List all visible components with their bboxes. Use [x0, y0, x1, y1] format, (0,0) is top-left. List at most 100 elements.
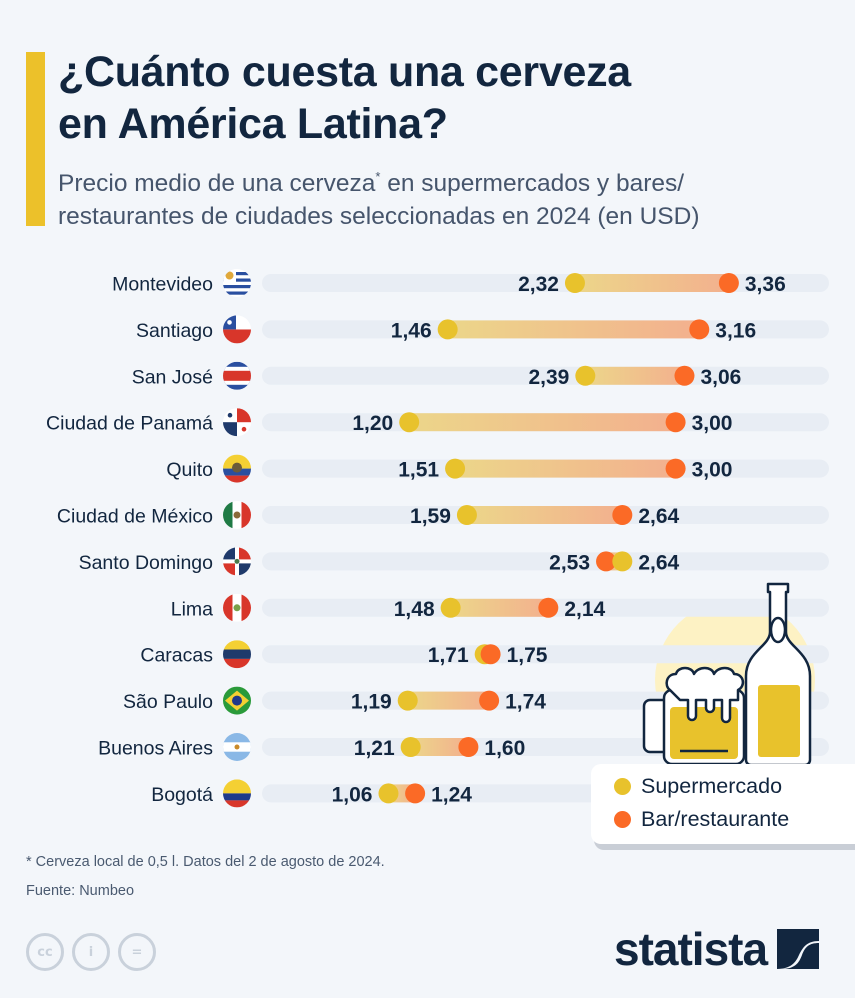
chart-row: Quito 1,51 3,00	[166, 454, 829, 483]
mexico-flag-icon	[223, 501, 251, 529]
chart-row: Lima 1,48 2,14	[171, 593, 829, 622]
category-label: Lima	[171, 598, 213, 620]
range-bar	[450, 598, 549, 617]
title-accent-bar	[26, 52, 45, 226]
value-label-low: 1,59	[410, 505, 451, 528]
license-icons: cc i =	[26, 933, 156, 971]
supermarket-dot	[399, 412, 420, 433]
legend-dot-supermarket	[614, 778, 631, 795]
argentina-flag-icon	[223, 733, 251, 761]
bar-dot	[612, 505, 633, 525]
legend-item-bar: Bar/restaurante	[614, 807, 789, 832]
chart-row: Caracas 1,71 1,75	[140, 640, 829, 669]
bar-dot	[689, 319, 710, 340]
value-label-high: 1,75	[507, 644, 548, 667]
range-bar	[409, 413, 676, 432]
value-label-high: 2,64	[638, 551, 679, 574]
statista-logo-icon	[777, 929, 820, 969]
supermarket-dot	[445, 458, 466, 479]
colombia-flag-icon	[223, 779, 251, 808]
subtitle-line-2: restaurantes de ciudades seleccionadas e…	[58, 203, 700, 230]
title-line-2: en América Latina?	[58, 100, 448, 148]
value-label-high: 3,00	[692, 412, 733, 435]
supermarket-dot	[400, 737, 421, 757]
category-label: Ciudad de México	[57, 506, 213, 528]
value-label-low: 2,53	[549, 551, 590, 574]
bar-dot	[665, 412, 686, 433]
bar-dot	[674, 365, 695, 386]
category-label: Santo Domingo	[79, 552, 214, 574]
supermarket-dot	[397, 690, 418, 711]
value-label-low: 1,19	[351, 691, 392, 714]
footnote: * Cerveza local de 0,5 l. Datos del 2 de…	[26, 854, 385, 870]
ecuador-flag-icon	[223, 454, 251, 483]
track	[262, 552, 829, 571]
subtitle-asterisk: *	[375, 169, 381, 184]
beer-bottle-icon	[744, 582, 812, 767]
chart-row: Ciudad de México 1,59 2,64	[57, 501, 829, 529]
bar-dot	[718, 273, 739, 293]
value-label-low: 2,39	[528, 366, 569, 389]
panama-flag-icon	[223, 408, 251, 437]
chart-row: Santiago 1,46 3,16	[136, 315, 829, 344]
supermarket-dot	[456, 505, 477, 525]
category-label: Bogotá	[151, 784, 213, 806]
subtitle-part-1: Precio medio de una cerveza	[58, 170, 376, 197]
beer-mug-icon	[642, 666, 746, 766]
creative-commons-icon[interactable]: cc	[26, 933, 64, 971]
title-line-1: ¿Cuánto cuesta una cerveza	[58, 48, 631, 96]
dumbbell-chart: Montevideo 2,32 3,36 Santiago 1,46 3,16 San Jo…	[46, 269, 829, 808]
no-derivatives-icon[interactable]: =	[118, 933, 156, 971]
value-label-low: 1,46	[391, 319, 432, 342]
subtitle-part-2: en supermercados y bares/	[380, 170, 685, 197]
bar-dot	[458, 737, 479, 757]
supermarket-dot	[575, 365, 596, 386]
legend-label-bar: Bar/restaurante	[641, 807, 790, 831]
category-label: Quito	[166, 459, 213, 481]
value-label-high: 1,74	[505, 691, 546, 714]
bar-dot	[480, 644, 501, 665]
value-label-low: 2,32	[518, 273, 559, 296]
costa-rica-flag-icon	[223, 361, 251, 390]
chile-flag-icon	[223, 315, 251, 344]
attribution-icon[interactable]: i	[72, 933, 110, 971]
value-label-high: 3,36	[745, 273, 786, 296]
statista-logo[interactable]: statista	[614, 922, 820, 976]
supermarket-dot	[612, 551, 633, 572]
bar-dot	[596, 551, 617, 572]
bar-dot	[405, 783, 426, 804]
category-label: Buenos Aires	[98, 738, 213, 760]
category-label: Ciudad de Panamá	[46, 413, 213, 435]
range-bar	[455, 459, 676, 478]
value-label-low: 1,06	[332, 783, 373, 806]
supermarket-dot	[378, 783, 399, 804]
supermarket-dot	[440, 597, 461, 618]
track	[262, 645, 829, 664]
value-label-low: 1,48	[394, 598, 435, 621]
legend-dot-bar	[614, 811, 631, 828]
category-label: Santiago	[136, 320, 213, 342]
range-bar	[447, 320, 700, 339]
range-bar	[585, 366, 685, 385]
chart-title: ¿Cuánto cuesta una cerveza en América La…	[58, 46, 838, 150]
value-label-high: 2,64	[638, 505, 679, 528]
legend-item-supermarket: Supermercado	[614, 774, 782, 799]
value-label-high: 3,00	[692, 459, 733, 482]
source-note: Fuente: Numbeo	[26, 883, 135, 899]
value-label-low: 1,51	[398, 459, 439, 482]
value-label-low: 1,20	[352, 412, 393, 435]
value-label-high: 1,24	[431, 783, 472, 806]
bar-dot	[538, 597, 559, 618]
range-bar	[466, 506, 623, 524]
brazil-flag-icon	[223, 686, 251, 715]
uruguay-flag-icon	[223, 269, 251, 297]
chart-subtitle: Precio medio de una cerveza* en supermer…	[58, 167, 848, 233]
bar-dot	[665, 458, 686, 479]
chart-row: Montevideo 2,32 3,36	[112, 269, 829, 297]
chart-row: Santo Domingo 2,53 2,64	[79, 547, 829, 576]
statista-wordmark: statista	[614, 923, 768, 975]
value-label-low: 1,71	[428, 644, 469, 667]
value-label-high: 2,14	[564, 598, 605, 621]
value-label-high: 1,60	[484, 737, 525, 760]
value-label-high: 3,16	[715, 319, 756, 342]
